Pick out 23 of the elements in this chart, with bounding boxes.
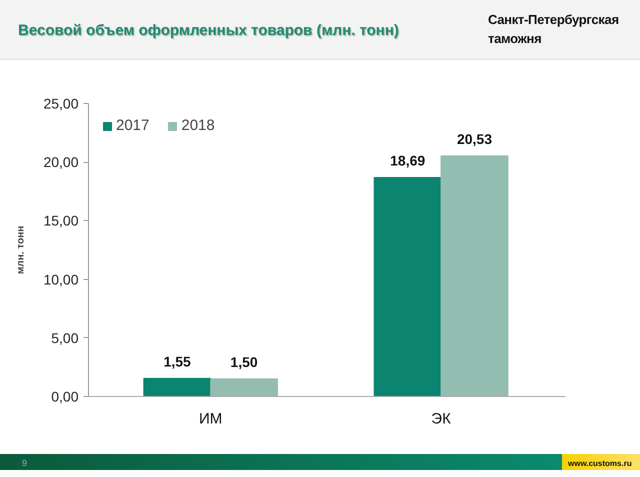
y-tick-label: 10,00 xyxy=(43,271,79,288)
y-tick-label: 25,00 xyxy=(43,96,79,112)
y-tick-label: 20,00 xyxy=(43,154,79,170)
data-label: 1,50 xyxy=(230,354,258,370)
chart-title: Весовой объем оформленных товаров (млн. тонн) xyxy=(18,21,399,41)
text: Санкт-Петербургская таможня xyxy=(488,11,620,48)
legend-label: 2018 xyxy=(181,117,215,134)
data-label: 1,55 xyxy=(164,353,192,370)
y-tick-label: 0,00 xyxy=(51,388,79,404)
bar xyxy=(374,176,442,396)
data-label: 20,53 xyxy=(456,130,492,147)
x-tick-label: ИМ xyxy=(198,410,222,428)
text: 9 xyxy=(22,457,28,470)
y-tick-label: 15,00 xyxy=(43,212,79,229)
data-label: 18,69 xyxy=(390,152,426,168)
bar xyxy=(440,155,508,396)
y-tick-label: 5,00 xyxy=(51,330,79,346)
text: www.customs.ru xyxy=(568,458,632,470)
legend-label: 2017 xyxy=(116,117,150,134)
bar xyxy=(210,378,278,396)
y-axis-title: млн. тонн xyxy=(15,226,26,274)
bar xyxy=(143,378,212,396)
x-tick-label: ЭК xyxy=(431,410,452,428)
